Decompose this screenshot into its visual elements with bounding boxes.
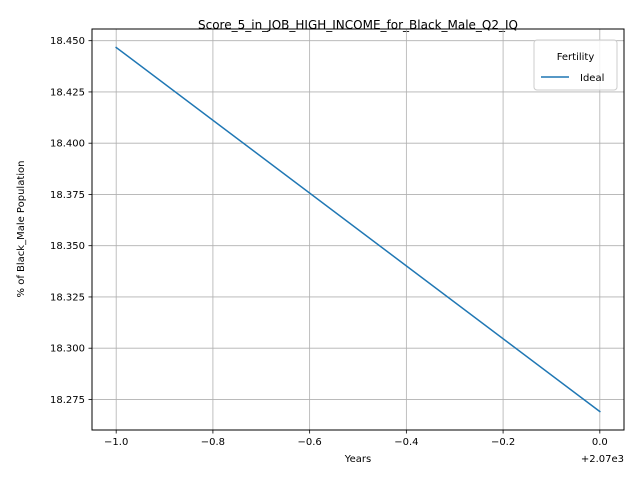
legend-title: Fertility: [557, 52, 595, 63]
series-layer: [115, 46, 601, 413]
x-tick-label: 0.0: [592, 437, 608, 448]
x-tick-label: −0.2: [491, 437, 515, 448]
x-axis-offset-label: +2.07e3: [581, 454, 624, 465]
y-tick-label: 18.275: [50, 395, 85, 406]
legend: Fertility Ideal: [533, 39, 618, 91]
legend-label-ideal: Ideal: [580, 73, 604, 84]
x-tick-label: −1.0: [104, 437, 128, 448]
x-tick-label: −0.4: [394, 437, 418, 448]
legend-box: [533, 39, 618, 91]
y-axis-ticks: 18.275 18.300 18.325 18.350 18.375 18.400 18.4…: [50, 36, 92, 406]
x-axis-ticks: −1.0 −0.8 −0.6 −0.4 −0.2 0.0: [104, 430, 608, 448]
y-tick-label: 18.425: [50, 87, 85, 98]
y-tick-label: 18.375: [50, 190, 85, 201]
y-tick-label: 18.325: [50, 292, 85, 303]
x-tick-label: −0.8: [201, 437, 225, 448]
y-tick-label: 18.350: [50, 241, 85, 252]
y-tick-label: 18.450: [50, 36, 85, 47]
y-axis-label: % of Black_Male Population: [16, 161, 27, 298]
y-tick-label: 18.300: [50, 344, 85, 355]
chart-title: Score_5_in_JOB_HIGH_INCOME_for_Black_Mal…: [198, 18, 518, 32]
x-axis-label: Years: [344, 454, 371, 465]
plot-frame: [91, 28, 625, 431]
series-line-ideal: [115, 46, 601, 413]
x-tick-label: −0.6: [297, 437, 321, 448]
grid: [92, 29, 624, 430]
y-tick-label: 18.400: [50, 139, 85, 150]
